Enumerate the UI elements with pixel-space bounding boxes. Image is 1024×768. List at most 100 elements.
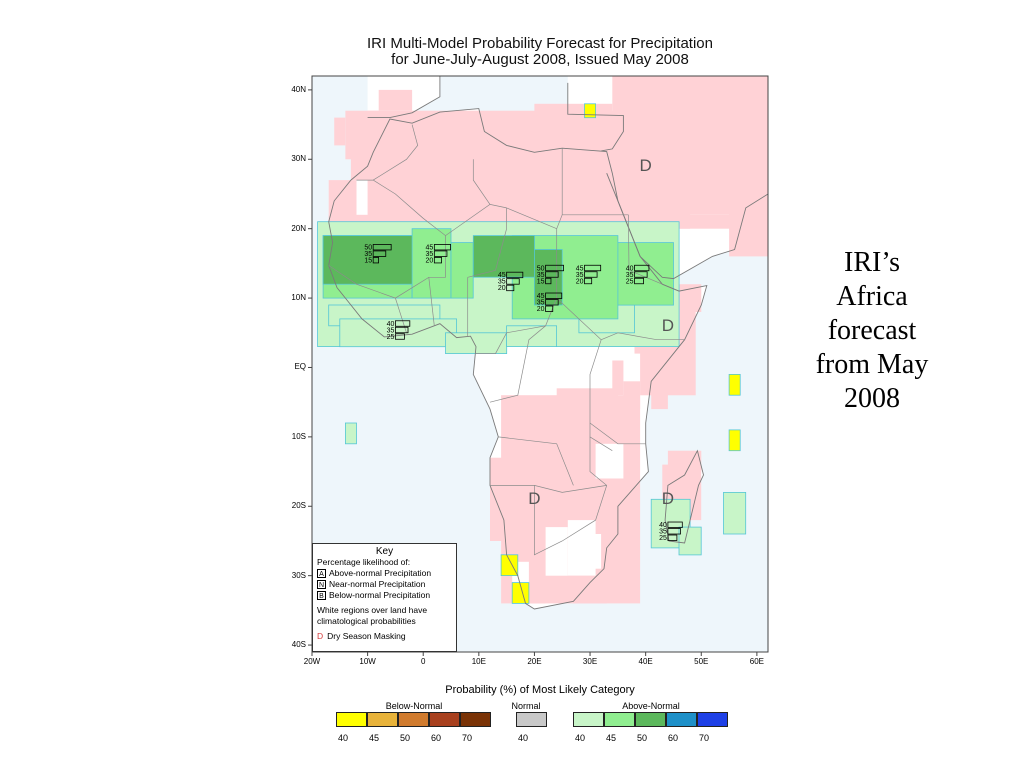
probability-bar	[634, 277, 644, 285]
forecast-cell	[545, 527, 568, 576]
country-border	[556, 297, 685, 341]
forecast-cell	[345, 110, 379, 160]
probability-bar	[506, 271, 524, 279]
forecast-cell	[334, 117, 346, 146]
below-normal-tick-label: 40	[337, 733, 348, 743]
above-normal-tick-label: 60	[667, 733, 678, 743]
forecast-cell	[612, 360, 624, 396]
key-subtitle: Percentage likelihood of:	[317, 557, 411, 567]
country-border	[589, 422, 646, 445]
key-text-below: Below-normal Precipitation	[329, 590, 431, 600]
forecast-cell	[344, 422, 357, 445]
legend-above-label: Above-Normal	[622, 701, 680, 711]
lon-tick-label: 0	[420, 657, 426, 666]
probability-bar	[584, 264, 602, 272]
forecast-cell	[322, 235, 413, 285]
probability-value: 20	[426, 257, 434, 264]
probability-bar	[433, 250, 448, 257]
probability-bar	[545, 299, 559, 306]
below-normal-swatch	[336, 712, 367, 727]
probability-bar	[545, 271, 559, 278]
above-normal-tick-label: 40	[574, 733, 585, 743]
slide-caption: IRI’s Africa forecast from May 2008	[798, 246, 946, 416]
lon-tick-label: 50E	[694, 657, 709, 666]
lat-tick-label: 20N	[291, 223, 306, 233]
dry-season-mark: D	[661, 315, 675, 335]
above-normal-swatch	[604, 712, 635, 727]
country-border	[373, 124, 419, 181]
probability-bar	[433, 244, 451, 251]
below-normal-swatch	[460, 712, 491, 727]
above-normal-tick-label: 70	[698, 733, 709, 743]
lon-tick-label: 30E	[582, 657, 598, 666]
country-border	[472, 159, 491, 205]
forecast-cell	[667, 450, 702, 472]
forecast-cell	[511, 582, 530, 604]
forecast-cell	[556, 388, 618, 437]
lat-tick-label: EQ	[294, 362, 306, 372]
forecast-cell	[667, 82, 757, 111]
forecast-cell	[584, 103, 597, 119]
probability-value: 35	[576, 272, 584, 279]
country-border	[589, 339, 613, 451]
probability-bar	[395, 333, 405, 340]
levant-coastline	[567, 82, 624, 152]
forecast-cell	[723, 491, 747, 535]
lat-tick-label: 30S	[291, 570, 306, 580]
below-normal-swatch	[367, 712, 398, 727]
probability-bar	[634, 264, 650, 272]
lat-tick-label: 10S	[291, 431, 306, 441]
country-border	[506, 207, 629, 230]
country-border	[498, 436, 574, 486]
key-letter-b: B	[317, 591, 326, 601]
above-normal-tick-label: 45	[605, 733, 616, 743]
forecast-cells	[317, 76, 768, 604]
probability-value: 35	[364, 251, 372, 258]
probability-value: 35	[659, 529, 667, 536]
key-text-above: Above-normal Precipitation	[329, 568, 432, 578]
caption-line-3: forecast	[827, 315, 917, 346]
probability-bar	[372, 257, 379, 264]
lat-tick-label: 40S	[291, 640, 306, 650]
caption-line-1: IRI’s	[844, 247, 900, 278]
dry-season-mark: D	[639, 156, 652, 176]
probability-bar	[667, 521, 683, 528]
lat-tick-label: 30N	[291, 154, 306, 164]
above-normal-swatch	[635, 712, 666, 727]
probability-bar	[667, 528, 681, 535]
map-frame	[311, 75, 769, 653]
probability-bar	[395, 326, 409, 334]
forecast-cell	[728, 373, 741, 396]
probability-value: 35	[626, 272, 634, 279]
above-normal-tick-label: 50	[636, 733, 647, 743]
probability-bar	[545, 264, 564, 272]
probability-bar	[545, 277, 552, 285]
forecast-cell	[411, 228, 452, 299]
probability-bar	[395, 320, 411, 327]
lon-tick-label: 20W	[303, 657, 321, 666]
probability-value: 35	[537, 300, 545, 307]
normal-swatch	[516, 712, 547, 727]
country-border	[373, 179, 507, 237]
forecast-cell	[678, 526, 702, 556]
forecast-cell	[378, 89, 413, 111]
map-title-line2: for June-July-August 2008, Issued May 20…	[391, 51, 689, 68]
legend-title: Probability (%) of Most Likely Category	[445, 684, 635, 696]
country-border	[534, 485, 608, 556]
normal-tick-label: 40	[517, 733, 528, 743]
lon-tick-label: 10W	[359, 657, 376, 666]
probability-value: 45	[498, 272, 506, 279]
key-text-near: Near-normal Precipitation	[329, 579, 426, 589]
coastlines-and-borders	[328, 76, 769, 610]
map-key: Key Percentage likelihood of: A Above-nor…	[312, 543, 457, 652]
below-normal-tick-label: 70	[461, 733, 472, 743]
africa-coastline	[328, 108, 708, 610]
above-normal-swatch	[666, 712, 697, 727]
country-border	[328, 235, 446, 299]
probability-value: 45	[537, 293, 545, 300]
lon-tick-label: 40E	[638, 657, 653, 666]
probability-value: 20	[498, 285, 506, 292]
